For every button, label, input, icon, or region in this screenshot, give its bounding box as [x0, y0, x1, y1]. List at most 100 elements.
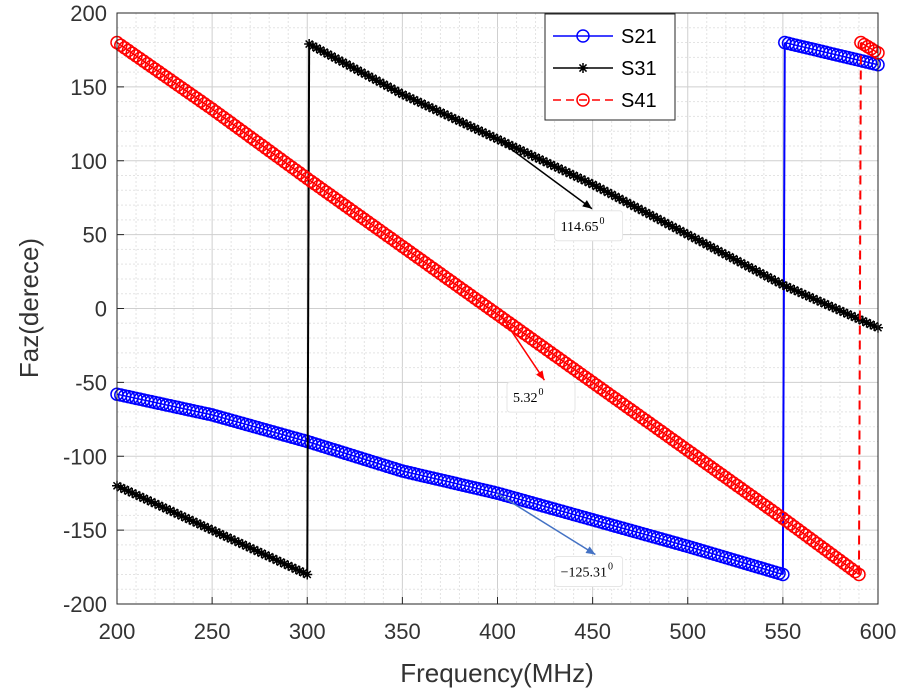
series-s31-jump-line — [306, 44, 311, 575]
series-s31-point — [815, 296, 826, 307]
x-tick-label: 500 — [669, 619, 706, 644]
x-tick-label: 450 — [574, 619, 611, 644]
annotation-degree-sup: 0 — [539, 387, 544, 398]
series-s31-point — [777, 279, 788, 290]
annotations: 114.65 05.32 0−125.31 0 — [497, 138, 624, 587]
series-s31-point — [134, 491, 145, 502]
y-tick-label: 200 — [70, 1, 107, 26]
tick-labels: 200 250 300 350 400 450 500 550 600-200-150-100-… — [63, 1, 896, 644]
series-s31-point — [758, 269, 769, 280]
series-s31-point — [800, 290, 811, 301]
series-s31-point — [473, 125, 484, 136]
series-s31-point — [191, 518, 202, 529]
series-s31-point — [241, 541, 252, 552]
series-s31-point — [785, 283, 796, 294]
series-s31-point — [283, 560, 294, 571]
series-s31-point — [477, 126, 488, 137]
series-s31-point — [530, 152, 541, 163]
series-s31-point — [846, 310, 857, 321]
series-s31-point — [408, 94, 419, 105]
series-s31-point — [713, 245, 724, 256]
series-s31-point — [583, 177, 594, 188]
series-s31-point — [446, 112, 457, 123]
series-s31-point — [541, 157, 552, 168]
series-s31-point — [146, 496, 157, 507]
series-s31-point — [360, 69, 371, 80]
series-s31-point — [268, 553, 279, 564]
series-s31-point — [287, 562, 298, 573]
series-s31-point — [393, 87, 404, 98]
annotation-arrow-head — [585, 546, 596, 555]
y-tick-label: -100 — [63, 444, 107, 469]
series-s31-point — [564, 168, 575, 179]
series-s31-point — [682, 229, 693, 240]
series-group — [110, 35, 885, 582]
series-s31-point — [751, 265, 762, 276]
x-axis-label: Frequency(MHz) — [400, 658, 594, 688]
series-s31-point — [115, 482, 126, 493]
legend-marker-s21 — [576, 29, 590, 43]
series-s31 — [112, 39, 883, 580]
series-s31-point — [311, 43, 322, 54]
series-s31-point — [397, 89, 408, 100]
series-s31-point — [307, 41, 318, 52]
series-s31-point — [648, 211, 659, 222]
series-s31-point — [667, 221, 678, 232]
legend-marker-s31 — [578, 63, 588, 73]
series-s31-point — [279, 558, 290, 569]
series-s31-point — [587, 179, 598, 190]
series-s31-point — [319, 47, 330, 58]
series-s31-point — [644, 209, 655, 220]
series-s31-point — [337, 57, 348, 68]
series-s31-point — [458, 117, 469, 128]
series-s31-point — [850, 312, 861, 323]
legend-item-s21: S21 — [553, 26, 657, 48]
series-s31-point — [150, 498, 161, 509]
y-tick-label: 0 — [95, 297, 107, 322]
x-tick-label: 600 — [860, 619, 897, 644]
series-s31-point — [534, 154, 545, 165]
series-s31-point — [770, 275, 781, 286]
series-s31-point — [345, 61, 356, 72]
series-s31-point — [352, 65, 363, 76]
series-s31-point — [275, 557, 286, 568]
series-s31-point — [245, 542, 256, 553]
series-s31-point — [330, 53, 341, 64]
series-s31-point — [315, 45, 326, 56]
series-s31-point — [831, 303, 842, 314]
series-s31-point — [371, 75, 382, 86]
series-s31-point — [652, 213, 663, 224]
series-s31-point — [625, 199, 636, 210]
series-s31-point — [736, 257, 747, 268]
series-s31-point — [435, 107, 446, 118]
series-s31-point — [663, 219, 674, 230]
series-s31-point — [678, 227, 689, 238]
series-s31-point — [233, 537, 244, 548]
annotation-value: 114.65 — [561, 220, 599, 235]
legend-marker-s41 — [576, 93, 590, 107]
series-s31-point — [618, 195, 629, 206]
series-s31-point — [326, 51, 337, 62]
series-s31-point — [747, 263, 758, 274]
x-tick-label: 550 — [765, 619, 802, 644]
series-s31-point — [298, 567, 309, 578]
series-s31-point — [123, 486, 134, 497]
series-s31-point — [739, 259, 750, 270]
series-s31-point — [119, 484, 130, 495]
series-s31-point — [629, 201, 640, 212]
series-s31-point — [861, 317, 872, 328]
series-s31-point — [804, 291, 815, 302]
legend-item-s41: S41 — [553, 90, 657, 112]
series-s41-point — [854, 35, 868, 50]
series-s31-point — [290, 564, 301, 575]
series-s31-point — [522, 148, 533, 159]
series-s31-point — [367, 73, 378, 84]
series-s31-point — [743, 261, 754, 272]
annotation-value: −125.31 — [561, 565, 607, 580]
x-tick-label: 400 — [479, 619, 516, 644]
series-s31-point — [515, 144, 526, 155]
series-s41 — [110, 35, 885, 582]
series-s31-point — [176, 510, 187, 521]
x-tick-label: 300 — [289, 619, 326, 644]
